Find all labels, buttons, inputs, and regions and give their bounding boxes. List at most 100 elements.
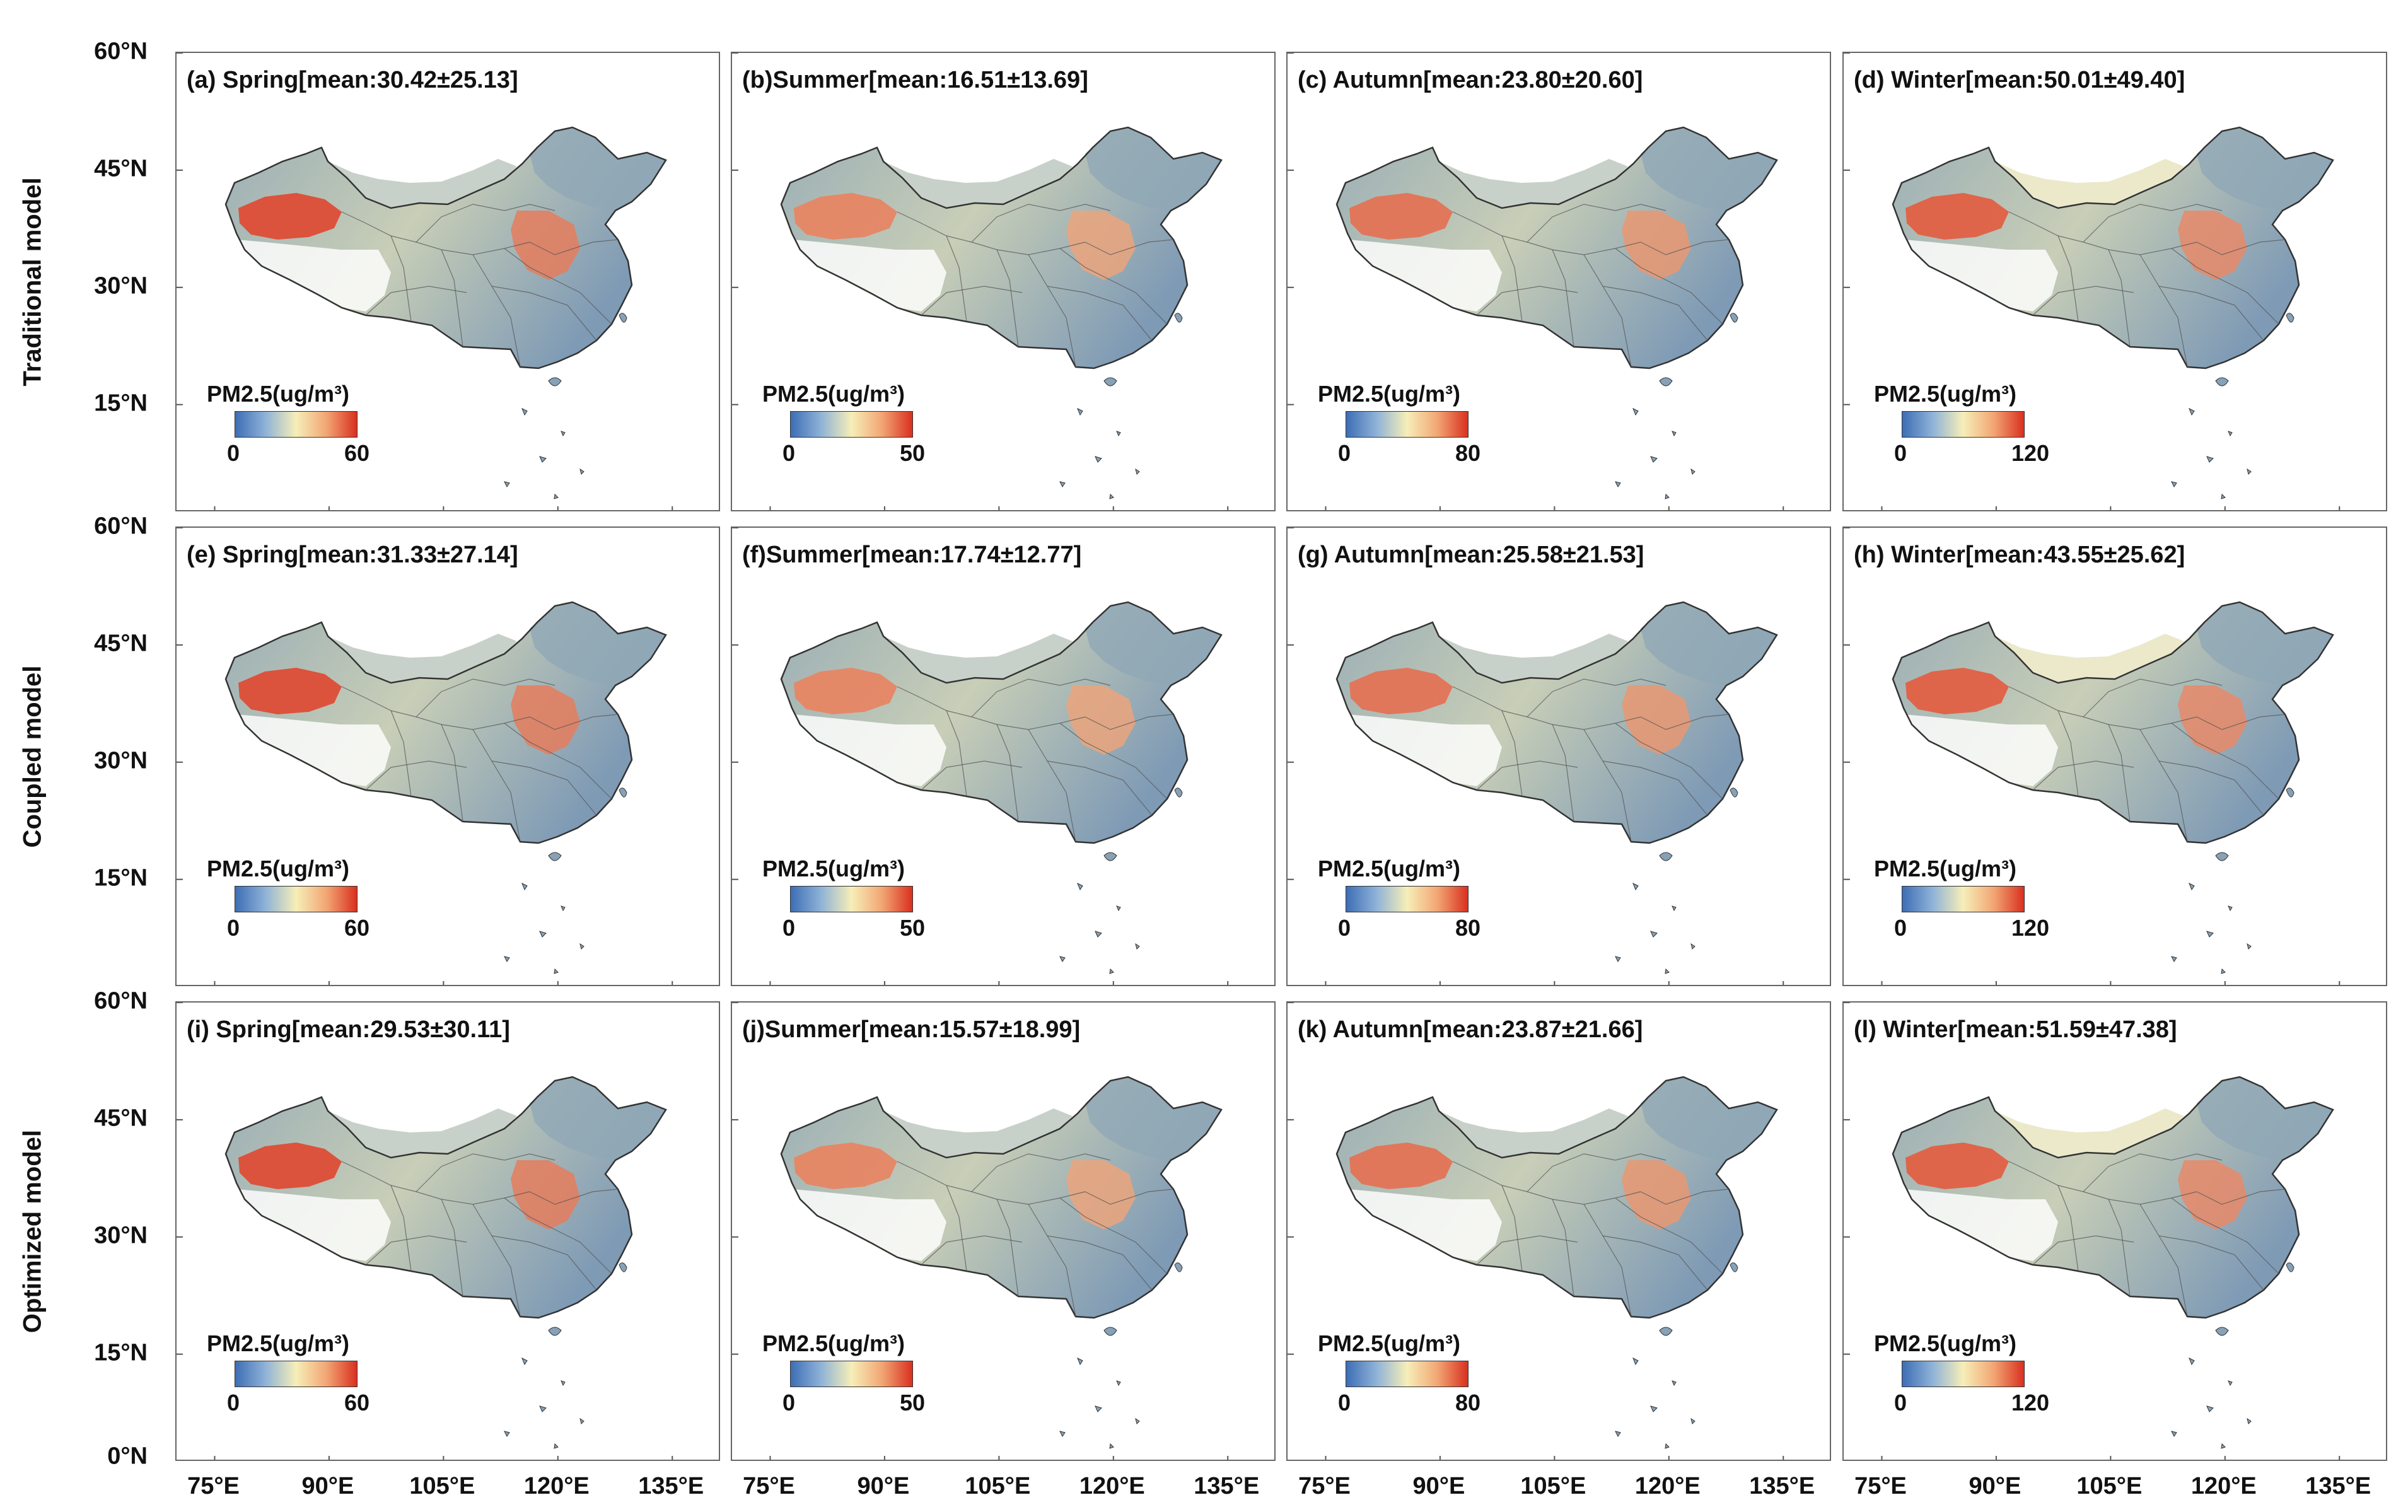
longitude-label: 120°E [1634,1473,1701,1499]
taklamakan-hotspot [1905,193,2009,240]
province-boundary [996,249,1019,347]
colorbar-max-label: 50 [900,440,926,466]
colorbar [790,886,913,912]
island [1665,493,1670,499]
taklamakan-hotspot [238,193,342,240]
island [619,313,627,323]
island [1632,1357,1639,1366]
province-boundary [1640,239,1730,255]
china-map [732,53,1229,510]
longitude-label: 90°E [1412,1473,1465,1499]
island [1665,1443,1670,1449]
province-boundary [1028,1204,1076,1317]
colorbar-title: PM2.5(ug/m³) [1874,856,2017,881]
province-boundary [1501,1185,1523,1272]
province-boundary [971,678,1111,718]
latitude-label: 15°N [94,1339,148,1366]
province-boundary [2171,248,2279,325]
island [539,1405,547,1412]
panel-title: (l) Winter[mean:51.59±47.38] [1854,1016,2177,1043]
island [1690,943,1695,950]
colorbar [1346,1361,1469,1387]
province-boundary [971,1153,1111,1192]
colorbar-max-label: 50 [900,1390,926,1416]
province-boundary [390,1185,412,1272]
panel-title: (h) Winter[mean:43.55±25.62] [1854,542,2185,568]
inner-mongolia-region [1439,634,1628,683]
map-panel: (b)Summer[mean:16.51±13.69] PM2.5(ug/m³) 0… [731,52,1276,511]
china-map [732,1003,1229,1460]
province-boundary [946,710,967,797]
province-boundary [996,724,1019,822]
longitude-label: 75°E [743,1473,795,1499]
province-boundary [2196,1189,2286,1205]
island [2247,468,2252,475]
tibetan-plateau-region [793,1189,946,1261]
taklamakan-hotspot [794,193,897,240]
island [561,1380,566,1387]
longitude-label: 90°E [1969,1473,2021,1499]
map-panel: (e) Spring[mean:31.33±27.14] PM2.5(ug/m³)… [175,526,720,986]
national-border [780,1076,1223,1319]
island [1672,905,1677,912]
colorbar-min-label: 0 [1338,915,1351,941]
inner-mongolia-region [328,634,517,683]
longitude-label: 90°E [857,1473,910,1499]
china-map [177,1003,673,1460]
china-map [1844,53,2341,510]
longitude-label: 135°E [1749,1473,1815,1499]
longitude-label: 135°E [638,1473,704,1499]
province-boundary [416,678,555,718]
province-boundary [1615,248,1723,325]
colorbar-title: PM2.5(ug/m³) [1874,381,2017,407]
island [2221,1443,2226,1449]
island [1059,1431,1066,1437]
colorbar-title: PM2.5(ug/m³) [1318,856,1461,881]
colorbar-min-label: 0 [227,1390,240,1416]
colorbar-title: PM2.5(ug/m³) [207,381,350,407]
national-border [780,126,1223,369]
island [1103,852,1117,861]
china-map [1844,1003,2341,1460]
province-boundary [1028,729,1076,842]
china-map [1288,1003,1784,1460]
longitude-label: 105°E [1520,1473,1586,1499]
taklamakan-hotspot [794,1143,897,1189]
colorbar-max-label: 50 [900,915,926,941]
province-boundary [341,1161,530,1205]
island [1730,313,1738,323]
island [1659,377,1673,387]
province-boundary [1527,678,1666,718]
island [579,468,585,475]
province-boundary [491,1235,597,1291]
island [2228,905,2233,912]
province-boundary [416,1153,555,1192]
island [1077,1357,1083,1366]
china-map [1288,528,1784,985]
island [1109,968,1114,974]
longitude-label: 105°E [2076,1473,2143,1499]
island [1650,931,1658,938]
tibetan-plateau-region [793,240,946,311]
map-panel: (h) Winter[mean:43.55±25.62] PM2.5(ug/m³)… [1842,526,2387,986]
colorbar-title: PM2.5(ug/m³) [1318,381,1461,407]
province-boundary [1527,204,1666,243]
island [554,968,559,974]
inner-mongolia-region [1439,1108,1628,1158]
province-boundary [1552,724,1574,822]
north-china-plain-hotspot [1066,211,1136,280]
colorbar-title: PM2.5(ug/m³) [207,1330,350,1356]
island [561,431,566,437]
latitude-label: 15°N [94,864,148,892]
northeast-region [1641,1077,1777,1160]
panel-title: (j)Summer[mean:15.57±18.99] [742,1016,1081,1043]
map-panel: (d) Winter[mean:50.01±49.40] PM2.5(ug/m³)… [1842,52,2387,511]
northeast-region [2197,1077,2333,1160]
national-border [1892,126,2334,369]
island [2189,882,2195,891]
island [1095,931,1102,938]
china-map [1288,53,1784,510]
province-boundary [1047,760,1153,816]
northeast-region [1641,127,1777,211]
island [1077,882,1083,891]
